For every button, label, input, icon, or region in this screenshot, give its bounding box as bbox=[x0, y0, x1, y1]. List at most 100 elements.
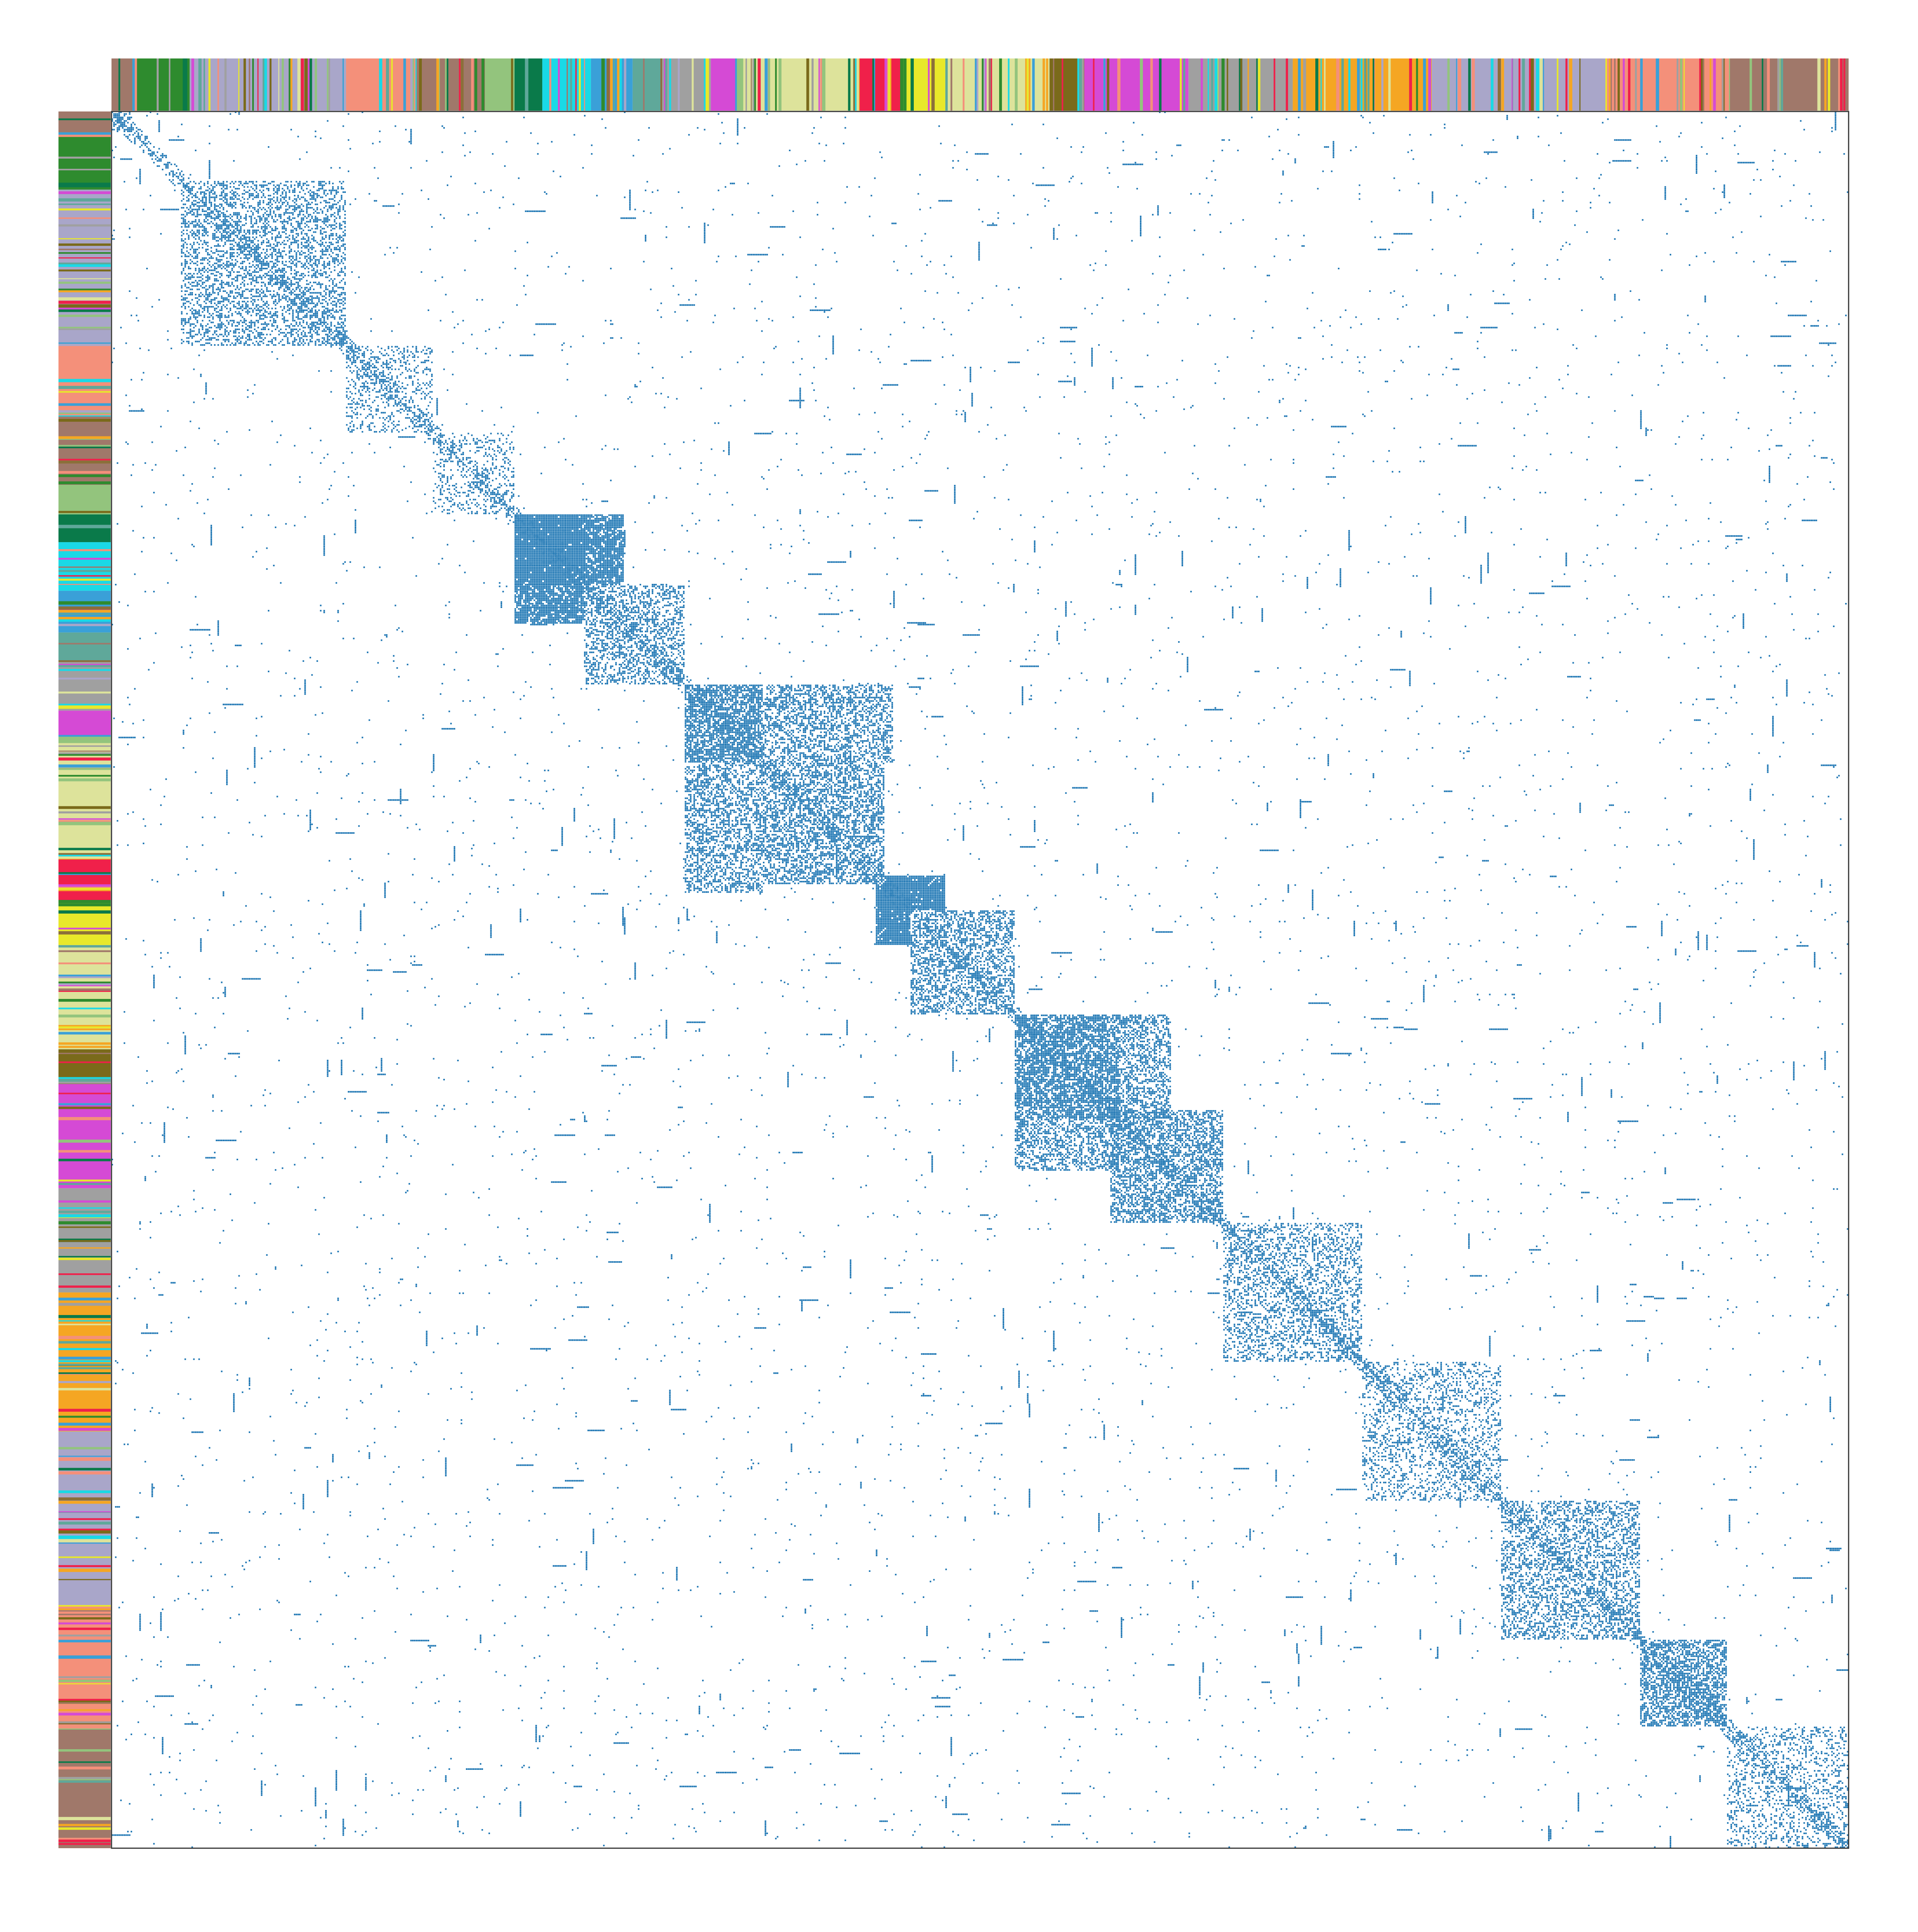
left-bar-stripe bbox=[58, 329, 111, 330]
top-bar-stripe bbox=[1501, 58, 1504, 111]
left-bar-stripe bbox=[58, 1464, 111, 1467]
left-bar-stripe bbox=[58, 1092, 111, 1094]
top-bar-stripe bbox=[745, 58, 747, 111]
top-bar-stripe bbox=[460, 58, 464, 111]
left-bar-stripe bbox=[58, 856, 111, 859]
left-bar-stripe bbox=[58, 1749, 111, 1752]
left-bar-stripe bbox=[58, 460, 111, 464]
left-bar-stripe bbox=[58, 1221, 111, 1225]
top-bar-segment bbox=[711, 58, 737, 111]
top-bar-stripe bbox=[1008, 58, 1010, 111]
top-bar-stripe bbox=[768, 58, 770, 111]
left-bar-stripe bbox=[58, 1683, 111, 1685]
top-bar-stripe bbox=[610, 58, 613, 111]
left-bar-stripe bbox=[58, 415, 111, 417]
top-bar-stripe bbox=[1767, 58, 1770, 111]
left-bar-stripe bbox=[58, 379, 111, 382]
top-bar-stripe bbox=[1472, 58, 1475, 111]
left-bar-stripe bbox=[58, 619, 111, 622]
left-bar-stripe bbox=[58, 217, 111, 219]
top-bar-stripe bbox=[811, 58, 814, 111]
left-bar-stripe bbox=[58, 1247, 111, 1249]
left-bar-stripe bbox=[58, 238, 111, 240]
left-bar-stripe bbox=[58, 1183, 111, 1185]
left-bar-stripe bbox=[58, 1006, 111, 1009]
top-bar-stripe bbox=[931, 58, 935, 111]
top-bar-stripe bbox=[950, 58, 952, 111]
top-bar-stripe bbox=[419, 58, 422, 111]
top-bar-stripe bbox=[752, 58, 756, 111]
left-bar-stripe bbox=[58, 224, 111, 227]
left-bar-stripe bbox=[58, 705, 111, 709]
top-bar-stripe bbox=[1465, 58, 1467, 111]
top-bar-stripe bbox=[403, 58, 406, 111]
left-bar-stripe bbox=[58, 1025, 111, 1029]
left-bar-stripe bbox=[58, 1511, 111, 1513]
left-bar-stripe bbox=[58, 118, 111, 120]
top-bar-stripe bbox=[1239, 58, 1240, 111]
top-bar-stripe bbox=[436, 58, 439, 111]
left-bar-stripe bbox=[58, 1008, 111, 1009]
left-bar-stripe bbox=[58, 1617, 111, 1620]
block-marks-5 bbox=[584, 584, 685, 684]
left-bar-stripe bbox=[58, 481, 111, 484]
left-bar-segment bbox=[58, 858, 111, 902]
matrix-frame bbox=[111, 111, 1849, 1849]
block-marks-14 bbox=[1501, 1501, 1640, 1640]
left-bar-stripe bbox=[58, 198, 111, 202]
left-bar-stripe bbox=[58, 884, 111, 887]
top-bar-stripe bbox=[182, 58, 185, 111]
left-bar-stripe bbox=[58, 855, 111, 857]
left-bar-stripe bbox=[58, 1256, 111, 1258]
left-bar-stripe bbox=[58, 1838, 111, 1840]
top-bar-stripe bbox=[1200, 58, 1203, 111]
top-bar-stripe bbox=[975, 58, 977, 111]
top-bar-stripe bbox=[1569, 58, 1573, 111]
left-bar-stripe bbox=[58, 1771, 111, 1773]
left-bar-stripe bbox=[58, 1207, 111, 1209]
left-bar-stripe bbox=[58, 1610, 111, 1612]
left-bar-segment bbox=[58, 132, 111, 190]
left-bar-stripe bbox=[58, 278, 111, 279]
left-bar-stripe bbox=[58, 1363, 111, 1366]
left-bar-stripe bbox=[58, 1676, 111, 1678]
left-bar-stripe bbox=[58, 436, 111, 439]
top-bar-stripe bbox=[1543, 58, 1544, 111]
left-bar-stripe bbox=[58, 962, 111, 965]
top-bar-stripe bbox=[613, 58, 615, 111]
top-bar-stripe bbox=[705, 58, 709, 111]
left-bar-stripe bbox=[58, 1692, 111, 1694]
left-bar-stripe bbox=[58, 459, 111, 461]
top-bar-stripe bbox=[297, 58, 301, 111]
left-bar-stripe bbox=[58, 327, 111, 329]
left-bar-stripe bbox=[58, 391, 111, 393]
left-bar-stripe bbox=[58, 288, 111, 290]
left-bar-stripe bbox=[58, 194, 111, 197]
top-bar-stripe bbox=[207, 58, 209, 111]
top-bar-stripe bbox=[1025, 58, 1029, 111]
left-bar-stripe bbox=[58, 1471, 111, 1475]
top-bar-stripe bbox=[1226, 58, 1228, 111]
left-bar-stripe bbox=[58, 1416, 111, 1418]
left-bar-stripe bbox=[58, 1320, 111, 1322]
top-bar-stripe bbox=[342, 58, 344, 111]
left-bar-stripe bbox=[58, 1728, 111, 1730]
left-bar-stripe bbox=[58, 1497, 111, 1501]
left-bar-stripe bbox=[58, 910, 111, 914]
left-bar-stripe bbox=[58, 511, 111, 513]
top-bar-stripe bbox=[775, 58, 777, 111]
top-bar-stripe bbox=[928, 58, 930, 111]
top-bar-stripe bbox=[1610, 58, 1612, 111]
top-bar-stripe bbox=[566, 58, 568, 111]
left-bar-stripe bbox=[58, 745, 111, 747]
top-bar-stripe bbox=[575, 58, 577, 111]
top-bar-stripe bbox=[301, 58, 304, 111]
left-bar-stripe bbox=[58, 752, 111, 756]
top-bar-stripe bbox=[1180, 58, 1182, 111]
top-bar-stripe bbox=[1423, 58, 1426, 111]
top-bar-segment bbox=[111, 58, 133, 111]
top-bar-stripe bbox=[118, 58, 120, 111]
left-bar-stripe bbox=[58, 848, 111, 850]
top-bar-stripe bbox=[982, 58, 985, 111]
left-bar-stripe bbox=[58, 1324, 111, 1326]
